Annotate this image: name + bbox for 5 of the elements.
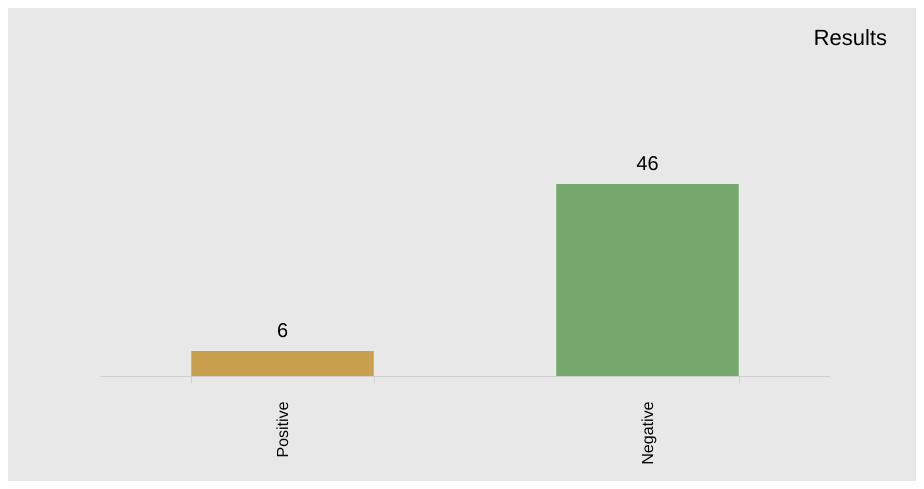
data-label: 6 [276,320,288,342]
data-label: 46 [636,153,659,175]
chart-title: Results [814,25,887,50]
x-tick-label: Positive [275,401,292,458]
x-tick-label: Negative [640,401,657,465]
